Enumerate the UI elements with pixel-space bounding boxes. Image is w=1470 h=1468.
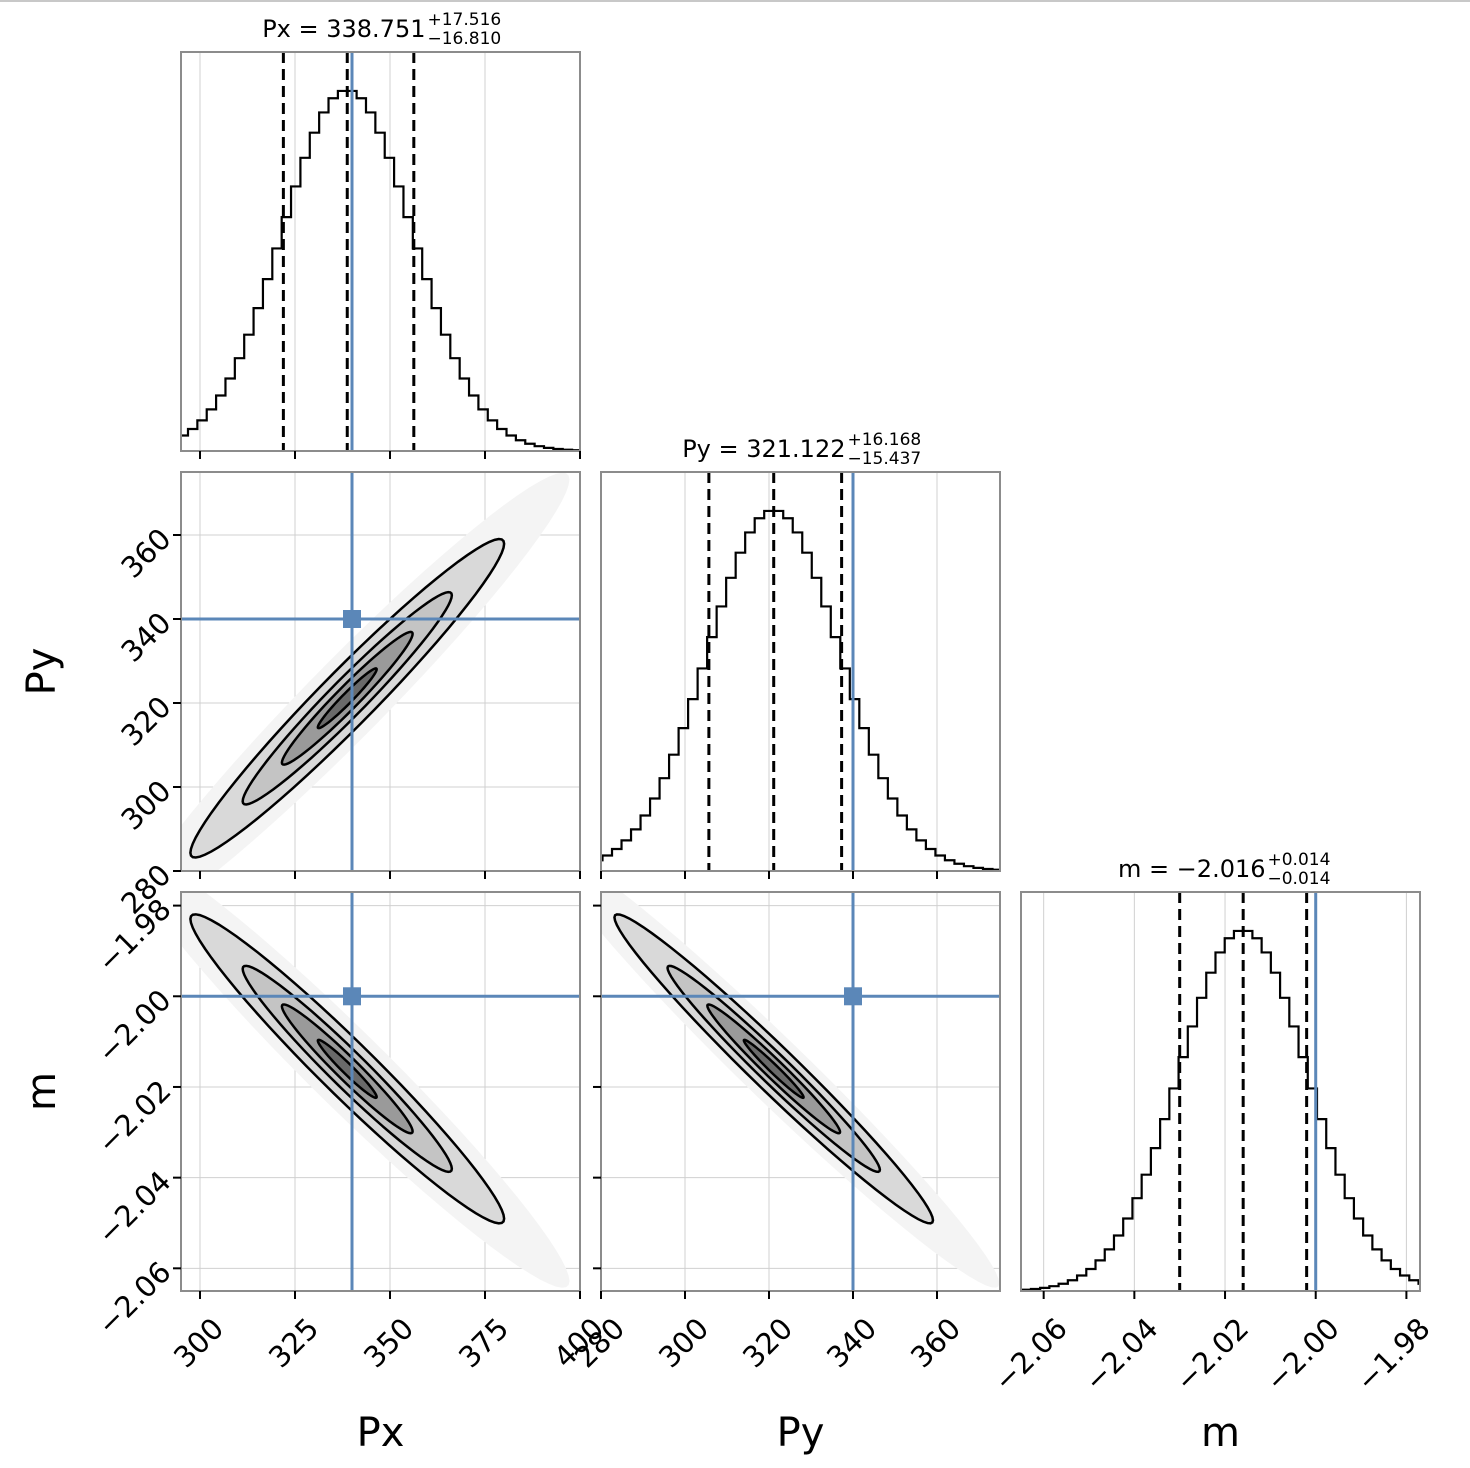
x-tick-label: 320 — [736, 1311, 799, 1374]
panel-title-plus: +17.516 — [428, 10, 502, 30]
y-tick-label: −2.00 — [91, 983, 178, 1070]
x-tick-label: −1.98 — [1350, 1311, 1437, 1398]
panel-m-vs-Px: 300 325 350 375 400Px−2.06−2.04−2.02−2.00−1.… — [19, 891, 610, 1456]
panel-Py-vs-Py: Py = 321.122 +16.168−15.437 — [600, 430, 1001, 879]
x-tick-label: 340 — [820, 1311, 883, 1374]
x-tick-label: 360 — [904, 1311, 967, 1374]
y-tick-label: 360 — [114, 522, 177, 585]
panel-title: Px = 338.751 +17.516−16.810 — [262, 10, 501, 49]
panel-m-vs-m: m = −2.016 +0.014−0.014 −2.06 −2.04 −2.02 −2.… — [987, 850, 1437, 1456]
x-tick-label: 375 — [452, 1311, 515, 1374]
panel-frame — [600, 891, 1001, 1292]
window-top-border — [0, 0, 1470, 2]
contour-level-4 — [316, 667, 378, 730]
contour-level-4 — [742, 1038, 805, 1100]
panel-frame — [180, 891, 581, 1292]
x-axis-title: Py — [777, 1410, 825, 1456]
panel-Px-vs-Px: Px = 338.751 +17.516−16.810 — [180, 10, 581, 459]
x-tick-label: 300 — [652, 1311, 715, 1374]
y-tick-label: −2.04 — [91, 1164, 178, 1251]
x-tick-label: 325 — [262, 1311, 325, 1374]
truth-marker — [844, 987, 862, 1006]
y-tick-label: 340 — [114, 606, 177, 669]
grid-lines — [601, 472, 938, 871]
grid-lines — [199, 52, 580, 451]
x-tick-label: 350 — [357, 1311, 420, 1374]
truth-marker — [343, 610, 361, 628]
panel-frame — [1020, 891, 1421, 1292]
contour-level-4 — [316, 1038, 378, 1100]
y-axis-title: m — [19, 1072, 65, 1111]
x-axis-title: Px — [357, 1410, 405, 1456]
plot-area — [181, 472, 580, 871]
panel-title-value: m = −2.016 — [1118, 855, 1266, 883]
panel-title: m = −2.016 +0.014−0.014 — [1118, 850, 1330, 889]
x-tick-label: 300 — [167, 1311, 230, 1374]
x-tick-label: −2.00 — [1259, 1311, 1346, 1398]
panel-title-plus: +16.168 — [848, 430, 922, 450]
panel-title-minus: −16.810 — [428, 29, 502, 49]
panel-title-value: Px = 338.751 — [262, 15, 425, 43]
panel-title-plus: +0.014 — [1268, 850, 1331, 870]
panel-title-value: Py = 321.122 — [682, 435, 845, 463]
y-tick-label: 320 — [114, 690, 177, 753]
x-axis-title: m — [1201, 1410, 1240, 1456]
plot-area — [1021, 892, 1420, 1291]
panel-title-minus: −15.437 — [848, 449, 922, 469]
panel-frame — [600, 471, 1001, 872]
panel-frame — [180, 471, 581, 872]
y-tick-label: −2.06 — [91, 1255, 178, 1342]
panel-title-minus: −0.014 — [1268, 869, 1331, 889]
plot-area — [181, 52, 580, 451]
truth-marker — [343, 987, 361, 1006]
plot-area — [601, 472, 1000, 871]
panel-title: Py = 321.122 +16.168−15.437 — [682, 430, 921, 469]
x-tick-label: −2.02 — [1168, 1311, 1255, 1398]
histogram — [1021, 929, 1420, 1291]
x-tick-label: −2.06 — [987, 1311, 1074, 1398]
plot-area — [181, 892, 580, 1291]
x-tick-label: −2.04 — [1078, 1311, 1165, 1398]
panel-frame — [180, 51, 581, 452]
plot-area — [601, 892, 1000, 1291]
y-axis-title: Py — [19, 648, 65, 696]
y-tick-label: 300 — [114, 774, 177, 837]
y-tick-label: −2.02 — [91, 1074, 178, 1161]
